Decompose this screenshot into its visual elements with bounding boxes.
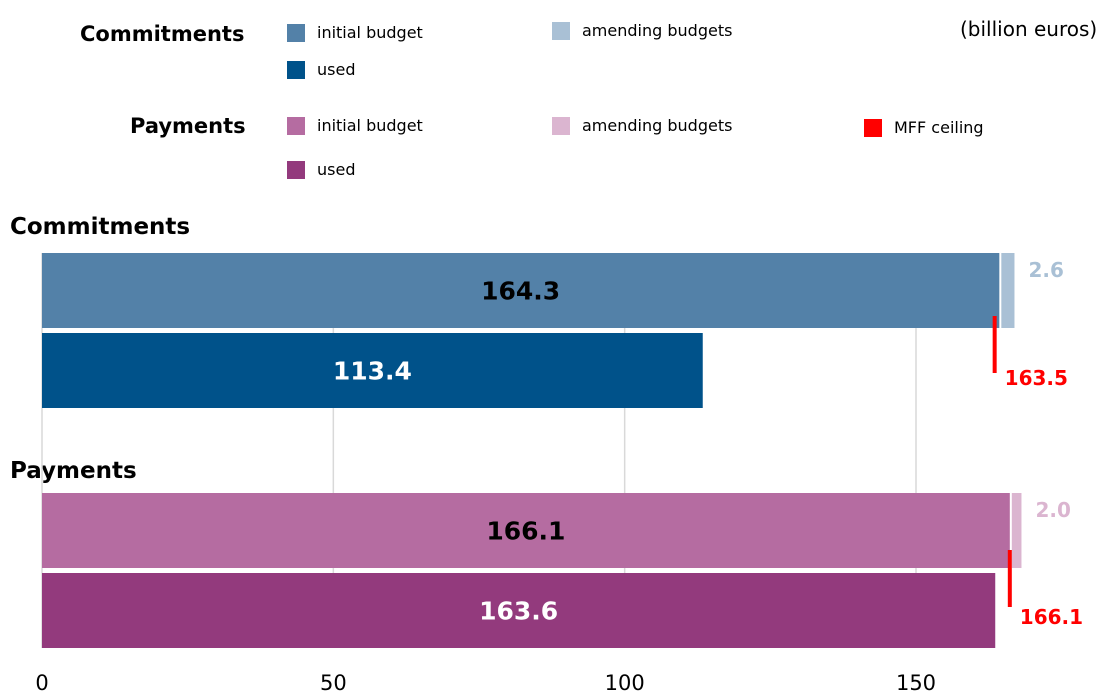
data-label-commitments-initial: 164.3 — [481, 277, 560, 306]
legend-label-commitments-amending: amending budgets — [582, 21, 733, 40]
data-label-commitments-used: 113.4 — [333, 357, 412, 386]
data-label-payments-used: 163.6 — [479, 597, 558, 626]
legend-swatch-payments-used — [287, 160, 305, 179]
legend-swatch-commitments-initial — [287, 23, 305, 42]
x-tick-label-100: 100 — [605, 671, 645, 695]
legend-commitments-initial: initial budget — [287, 23, 423, 42]
unit-label: (billion euros) — [960, 17, 1098, 41]
legend-label-payments-initial: initial budget — [317, 116, 423, 135]
group-title-payments: Payments — [10, 458, 137, 484]
legend-swatch-commitments-used — [287, 60, 305, 79]
group-title-commitments: Commitments — [10, 214, 191, 240]
bar-payments-initial — [42, 493, 1010, 568]
legend-swatch-mff-ceiling — [864, 118, 882, 137]
legend-payments-used: used — [287, 160, 355, 179]
legend-swatch-commitments-amending — [552, 21, 570, 40]
bar-commitments-amending — [1001, 253, 1015, 328]
mff-ceiling-label-commitments: 163.5 — [1005, 366, 1068, 390]
legend-label-mff-ceiling: MFF ceiling — [894, 118, 984, 137]
bar-payments-amending — [1011, 493, 1022, 568]
legend-swatch-payments-amending — [552, 116, 570, 135]
data-label-commitments-amending: 2.6 — [1028, 258, 1063, 282]
legend-swatch-payments-initial — [287, 116, 305, 135]
x-tick-label-150: 150 — [896, 671, 936, 695]
legend-commitments-used: used — [287, 60, 355, 79]
legend-label-payments-used: used — [317, 160, 356, 179]
bar-commitments-initial — [42, 253, 1000, 328]
legend-commitments-title: Commitments — [80, 22, 245, 46]
legend-payments-amending: amending budgets — [552, 116, 732, 135]
x-tick-label-0: 0 — [35, 671, 48, 695]
legend-payments-title: Payments — [130, 114, 246, 138]
legend-label-commitments-used: used — [317, 60, 356, 79]
bar-payments-used — [42, 573, 996, 648]
x-tick-label-50: 50 — [320, 671, 347, 695]
legend-commitments-amending: amending budgets — [552, 21, 732, 40]
legend-mff-ceiling: MFF ceiling — [864, 118, 984, 137]
data-label-payments-amending: 2.0 — [1035, 498, 1070, 522]
legend-payments-initial: initial budget — [287, 116, 423, 135]
mff-ceiling-label-payments: 166.1 — [1020, 605, 1083, 629]
legend-label-commitments-initial: initial budget — [317, 23, 423, 42]
legend-label-payments-amending: amending budgets — [582, 116, 733, 135]
bar-commitments-used — [42, 333, 703, 408]
data-label-payments-initial: 166.1 — [486, 517, 565, 546]
